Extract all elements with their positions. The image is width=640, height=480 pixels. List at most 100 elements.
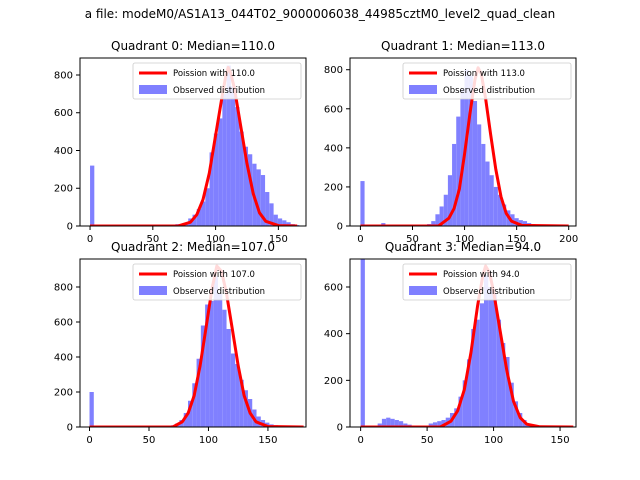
y-tick-label: 600 xyxy=(54,108,73,119)
histogram-bar xyxy=(226,65,231,226)
y-tick-label: 800 xyxy=(54,70,73,81)
histogram-bar xyxy=(475,319,480,427)
legend: Poission with 94.0 Observed distribution xyxy=(402,263,572,301)
histogram-bar xyxy=(513,401,519,427)
x-tick-label: 0 xyxy=(357,234,363,245)
axes-frame xyxy=(79,57,307,227)
histogram-bar xyxy=(390,418,395,427)
histogram-bar xyxy=(471,329,476,427)
x-tick-label: 0 xyxy=(357,435,363,446)
axes-frame xyxy=(349,57,577,227)
histogram-bar xyxy=(209,301,214,427)
histogram-bar xyxy=(222,93,227,226)
y-tick-label: 200 xyxy=(54,184,73,195)
histogram-bar xyxy=(460,89,465,226)
legend-entry-observed: Observed distribution xyxy=(173,86,265,96)
y-tick-label: 600 xyxy=(54,318,73,329)
legend-box xyxy=(402,263,572,301)
histogram-bar xyxy=(90,165,95,226)
subplot-title: Quadrant 1: Median=113.0 xyxy=(381,39,545,53)
x-tick-label: 200 xyxy=(559,234,578,245)
histogram-bar xyxy=(497,194,503,226)
histogram-bar xyxy=(447,175,453,226)
histogram-bar xyxy=(377,423,382,427)
histogram-bar xyxy=(201,201,206,226)
histogram-bar xyxy=(200,325,206,427)
histogram-bar xyxy=(505,357,510,427)
y-tick-label: 400 xyxy=(324,329,343,340)
x-tick-label: 50 xyxy=(143,435,156,446)
histogram-bar xyxy=(518,413,523,427)
y-tick-label: 600 xyxy=(324,283,343,294)
histogram-bar xyxy=(502,204,507,226)
histogram-bar xyxy=(386,417,391,427)
histogram-bar xyxy=(479,303,485,427)
histogram-bar xyxy=(218,118,223,226)
histogram-bar xyxy=(273,214,278,226)
legend-entry-fit: Poission with 110.0 xyxy=(173,69,255,79)
axes-frame xyxy=(349,258,577,428)
histogram-bar xyxy=(196,209,202,226)
histogram-bar xyxy=(192,214,197,226)
x-tick-label: 150 xyxy=(551,435,570,446)
histogram-bar xyxy=(222,309,227,427)
axes-frame xyxy=(79,258,307,428)
y-tick-label: 200 xyxy=(324,376,343,387)
histogram-bar xyxy=(277,218,283,226)
histogram-bar xyxy=(437,421,442,427)
legend: Poission with 113.0 Observed distribution xyxy=(402,62,572,100)
histogram-bar xyxy=(452,143,457,226)
x-tick-label: 50 xyxy=(421,435,434,446)
legend-box xyxy=(132,62,302,100)
y-tick-label: 200 xyxy=(324,182,343,193)
histogram-bar xyxy=(265,192,270,226)
histogram-bar xyxy=(522,221,528,226)
subplot-quadrant-1: 0 50 100 150 200 0 200 400 600 800 Quadrant 1: Med… xyxy=(324,39,578,245)
histogram-bar xyxy=(394,420,399,427)
x-tick-label: 150 xyxy=(269,234,288,245)
histogram-bar xyxy=(256,169,261,226)
histogram-bar xyxy=(226,329,231,427)
legend: Poission with 110.0 Observed distribution xyxy=(132,62,302,100)
histogram-bar xyxy=(217,294,223,427)
plot-area xyxy=(90,65,300,226)
histogram-bar xyxy=(239,131,244,226)
histogram-bar xyxy=(454,408,459,427)
legend: Poission with 107.0 Observed distribution xyxy=(132,263,302,301)
legend-bar-swatch xyxy=(139,85,167,94)
legend-bar-swatch xyxy=(139,286,167,295)
histogram-bar xyxy=(183,413,189,427)
x-tick-label: 100 xyxy=(199,435,218,446)
histogram-bar xyxy=(213,276,218,427)
legend-box xyxy=(402,62,572,100)
histogram-bar xyxy=(403,423,408,427)
histogram-bar xyxy=(230,86,236,226)
histogram-bar xyxy=(428,423,433,427)
y-tick-label: 200 xyxy=(54,388,73,399)
y-tick-label: 0 xyxy=(67,222,73,233)
x-tick-label: 100 xyxy=(206,234,225,245)
subplot-title: Quadrant 2: Median=107.0 xyxy=(111,240,275,254)
histogram-bar xyxy=(496,319,502,427)
legend-bar-swatch xyxy=(409,85,437,94)
histogram-bar xyxy=(431,221,436,226)
histogram-bar xyxy=(269,203,274,226)
subplot-title: Quadrant 3: Median=94.0 xyxy=(385,240,541,254)
y-tick-label: 0 xyxy=(67,423,73,434)
histogram-bar xyxy=(89,392,94,427)
histogram-bar xyxy=(360,181,365,226)
legend-entry-observed: Observed distribution xyxy=(443,287,535,297)
histogram-bar xyxy=(286,222,291,226)
x-tick-label: 0 xyxy=(87,234,93,245)
legend-entry-fit: Poission with 107.0 xyxy=(173,270,255,280)
histogram-bar xyxy=(458,396,463,427)
y-tick-label: 400 xyxy=(324,143,343,154)
x-tick-label: 100 xyxy=(455,234,474,245)
histogram-bar xyxy=(247,154,253,226)
histogram-bar xyxy=(209,152,214,226)
x-tick-label: 100 xyxy=(484,435,503,446)
legend-entry-fit: Poission with 94.0 xyxy=(443,270,520,280)
histogram-bar xyxy=(439,206,444,226)
x-tick-label: 50 xyxy=(146,234,159,245)
histogram-bar xyxy=(213,133,219,226)
